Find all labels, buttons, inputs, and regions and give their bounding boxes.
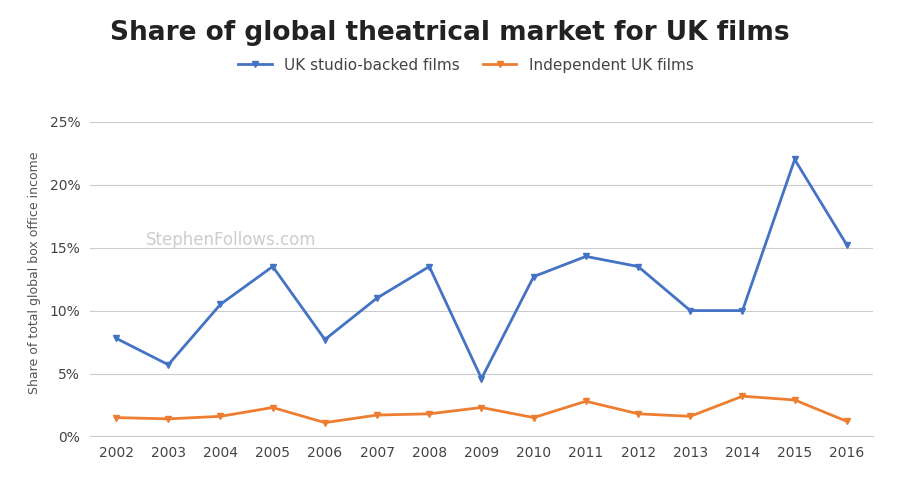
Independent UK films xyxy=(476,405,487,411)
Independent UK films xyxy=(372,412,382,418)
UK studio-backed films xyxy=(111,335,122,341)
UK studio-backed films xyxy=(528,274,539,280)
UK studio-backed films xyxy=(163,362,174,368)
UK studio-backed films xyxy=(372,295,382,301)
Line: UK studio-backed films: UK studio-backed films xyxy=(112,156,850,382)
Legend: UK studio-backed films, Independent UK films: UK studio-backed films, Independent UK f… xyxy=(238,58,693,73)
Independent UK films xyxy=(528,415,539,421)
Independent UK films xyxy=(737,393,748,399)
Independent UK films xyxy=(685,413,696,419)
UK studio-backed films xyxy=(737,308,748,313)
Independent UK films xyxy=(789,397,800,403)
UK studio-backed films xyxy=(685,308,696,313)
UK studio-backed films xyxy=(580,253,591,259)
Independent UK films xyxy=(424,411,435,417)
Independent UK films xyxy=(633,411,643,417)
UK studio-backed films xyxy=(842,242,852,248)
UK studio-backed films xyxy=(789,157,800,163)
Text: Share of global theatrical market for UK films: Share of global theatrical market for UK… xyxy=(110,20,790,46)
Y-axis label: Share of total global box office income: Share of total global box office income xyxy=(28,152,41,394)
UK studio-backed films xyxy=(320,337,330,343)
UK studio-backed films xyxy=(476,375,487,381)
Independent UK films xyxy=(842,419,852,425)
Independent UK films xyxy=(111,415,122,421)
Independent UK films xyxy=(320,420,330,426)
UK studio-backed films xyxy=(215,301,226,307)
Independent UK films xyxy=(267,405,278,411)
Line: Independent UK films: Independent UK films xyxy=(112,393,850,426)
Independent UK films xyxy=(580,398,591,404)
UK studio-backed films xyxy=(267,263,278,269)
UK studio-backed films xyxy=(633,263,643,269)
Independent UK films xyxy=(215,413,226,419)
UK studio-backed films xyxy=(424,263,435,269)
Independent UK films xyxy=(163,416,174,422)
Text: StephenFollows.com: StephenFollows.com xyxy=(146,231,316,249)
